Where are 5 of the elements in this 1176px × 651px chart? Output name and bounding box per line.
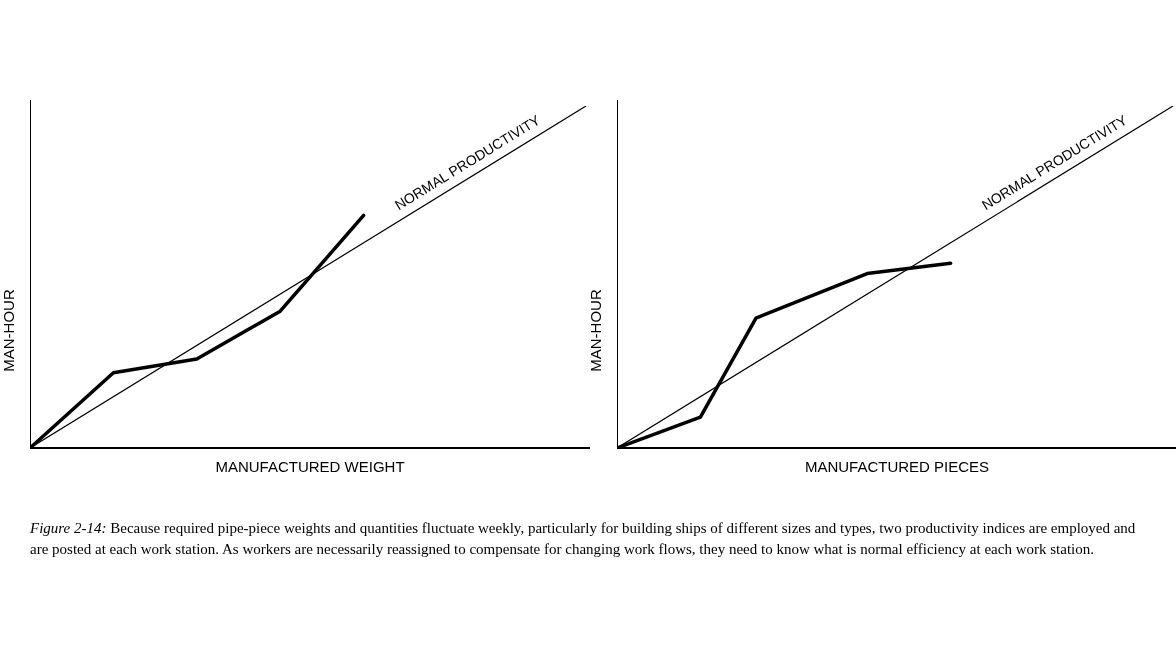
x-axis-title: MANUFACTURED PIECES (803, 458, 991, 475)
caption: Figure 2-14: Because required pipe-piece weights and quantities fluctuate weekly, particularly for building ships of different sizes and types, two productivity indices are employed and are posted at each work station. As workers are necessarily reassigned to compensate for changing work flows, they need to know what is normal efficiency at each work station. (30, 519, 1137, 559)
y-axis-title: MAN-HOUR (0, 288, 17, 372)
x-axis-title: MANUFACTURED WEIGHT (214, 458, 406, 475)
y-axis-title: MAN-HOUR (586, 288, 604, 372)
